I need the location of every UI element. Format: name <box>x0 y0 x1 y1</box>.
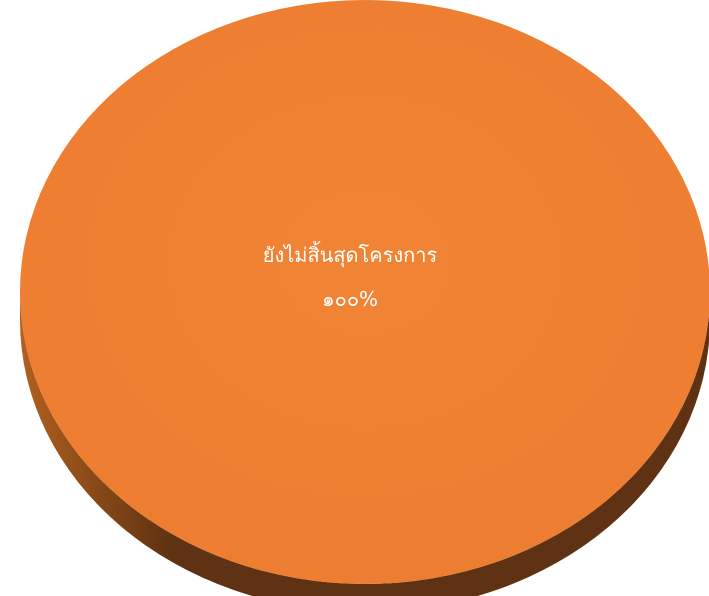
pie-slices <box>20 0 709 596</box>
data-labels: ยังไม่สิ้นสุดโครงการ ๑๐๐% <box>263 241 438 311</box>
slice-value-label: ๑๐๐% <box>322 287 378 311</box>
slice-0 <box>20 0 709 584</box>
slice-category-label: ยังไม่สิ้นสุดโครงการ <box>263 241 438 268</box>
